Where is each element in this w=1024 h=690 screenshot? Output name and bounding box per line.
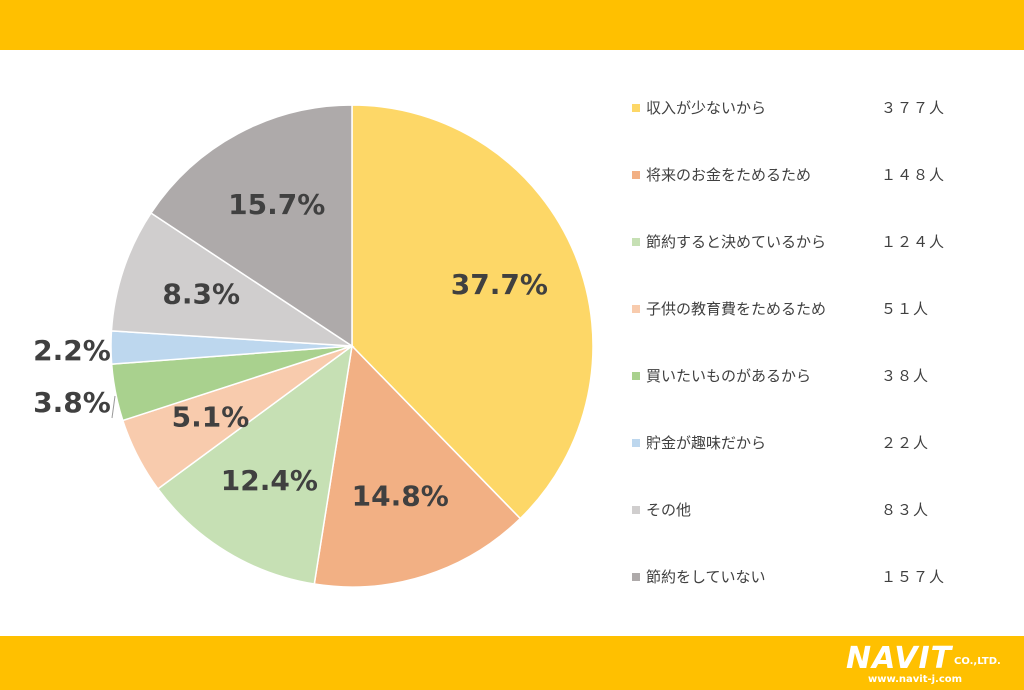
legend-label: 収入が少ないから [646, 99, 767, 117]
legend-count: ３７７人 [881, 99, 946, 117]
percent-label-decided-to-save: 12.4% [221, 464, 318, 497]
leader-line-3-8 [111, 395, 116, 419]
slice-other [110, 212, 355, 347]
percent-label-hobby-saving: 2.2% [33, 334, 111, 367]
legend-label: 節約をしていない [646, 568, 766, 586]
legend-count: １４８人 [881, 166, 946, 184]
legend-label: その他 [646, 501, 692, 519]
logo-suffix: CO.,LTD. [954, 656, 1001, 667]
percent-label-not-saving: 15.7% [228, 188, 325, 221]
percent-labels: 37.7% 14.8% 12.4% 5.1% 3.8% 2.2% 8.3% 15.7% [33, 188, 548, 513]
legend-swatch [632, 372, 640, 380]
legend-swatch [632, 506, 640, 514]
legend-item-decided-to-save: 節約すると決めているから １２４人 [632, 230, 1012, 254]
legend-item-child-education: 子供の教育費をためるため ５１人 [632, 297, 1012, 321]
legend-item-hobby-saving: 貯金が趣味だから ２２人 [632, 431, 1012, 455]
bottom-banner [0, 636, 1024, 690]
legend-count: ３８人 [881, 367, 930, 385]
slice-future-savings [313, 344, 522, 588]
legend-count: ２２人 [881, 434, 930, 452]
legend-swatch [632, 305, 640, 313]
percent-label-other: 8.3% [162, 277, 240, 310]
legend-item-want-to-buy: 買いたいものがあるから ３８人 [632, 364, 1012, 388]
legend-count: １２４人 [881, 233, 946, 251]
slice-low-income [351, 104, 594, 520]
legend-item-not-saving: 節約をしていない １５７人 [632, 565, 1012, 589]
pie-slices [110, 104, 594, 588]
legend-item-low-income: 収入が少ないから ３７７人 [632, 96, 1012, 120]
legend-label: 買いたいものがあるから [646, 367, 812, 385]
percent-label-future-savings: 14.8% [352, 480, 449, 513]
legend-swatch [632, 238, 640, 246]
legend-label: 将来のお金をためるため [646, 166, 812, 184]
legend-count: １５７人 [881, 568, 946, 586]
top-banner [0, 0, 1024, 50]
legend-count: ５１人 [881, 300, 930, 318]
slice-not-saving [149, 104, 353, 348]
logo-name: NAVIT [846, 641, 953, 676]
legend-count: ８３人 [881, 501, 930, 519]
legend-swatch [632, 104, 640, 112]
percent-label-want-to-buy: 3.8% [33, 386, 111, 419]
legend-label: 貯金が趣味だから [646, 434, 767, 452]
legend-item-future-savings: 将来のお金をためるため １４８人 [632, 163, 1012, 187]
logo-url: www.navit-j.com [868, 674, 963, 685]
navit-logo: NAVIT CO.,LTD. www.navit-j.com [846, 642, 1018, 686]
pie-chart: 37.7% 14.8% 12.4% 5.1% 3.8% 2.2% 8.3% 15.7% [33, 104, 594, 588]
slice-decided-to-save [156, 344, 354, 585]
percent-label-child-education: 5.1% [172, 401, 250, 434]
legend-swatch [632, 439, 640, 447]
legend-swatch [632, 171, 640, 179]
legend-label: 子供の教育費をためるため [646, 300, 827, 318]
legend-label: 節約すると決めているから [646, 233, 827, 251]
legend-item-other: その他 ８３人 [632, 498, 1012, 522]
percent-label-low-income: 37.7% [451, 268, 548, 301]
legend-swatch [632, 573, 640, 581]
